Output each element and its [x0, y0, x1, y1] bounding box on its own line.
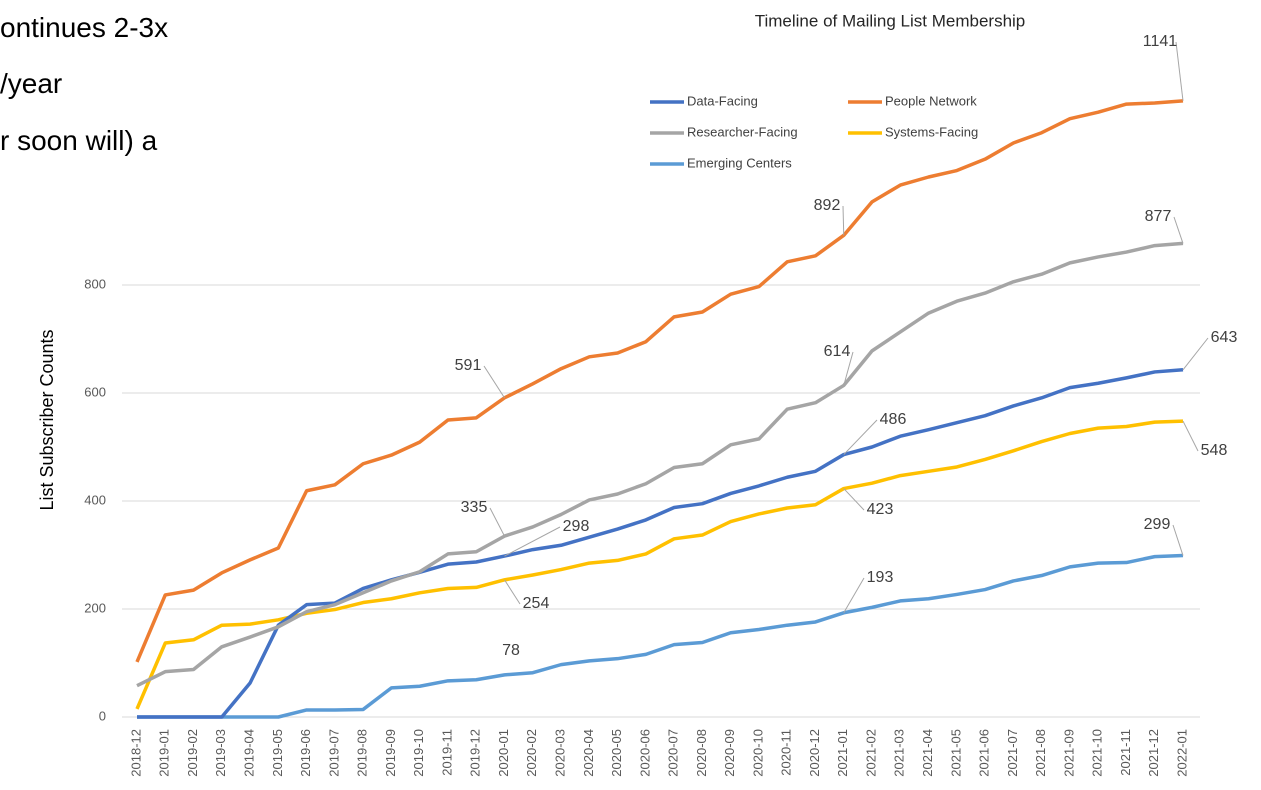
x-tick-label: 2021-11	[1118, 729, 1133, 776]
x-tick-label: 2021-02	[863, 729, 878, 777]
data-label: 423	[867, 501, 894, 518]
x-tick-label: 2021-04	[920, 729, 935, 777]
x-tick-label: 2021-06	[977, 729, 992, 777]
x-tick-label: 2020-02	[524, 729, 539, 777]
leader-line	[843, 419, 878, 455]
legend-label: Emerging Centers	[687, 155, 792, 170]
x-tick-label: 2019-12	[468, 729, 483, 777]
x-tick-label: 2019-03	[213, 729, 228, 777]
series-line	[137, 553, 1184, 719]
slide-text: ontinues 2-3x	[0, 12, 168, 43]
x-tick-label: 2019-10	[411, 729, 426, 777]
x-tick-label: 2021-12	[1146, 729, 1161, 777]
data-label: 254	[523, 595, 550, 612]
slide-text: /year	[0, 68, 62, 99]
leader-line	[843, 351, 854, 386]
x-tick-label: 2021-01	[835, 729, 850, 777]
x-tick-label: 2020-06	[637, 729, 652, 777]
leader-line	[843, 488, 865, 511]
x-tick-label: 2021-10	[1090, 729, 1105, 777]
x-tick-label: 2020-07	[666, 729, 681, 777]
x-tick-label: 2020-08	[694, 729, 709, 777]
x-tick-label: 2019-08	[355, 729, 370, 777]
leader-line	[1182, 420, 1199, 452]
x-tick-label: 2019-09	[383, 729, 398, 777]
leader-line	[1173, 216, 1184, 244]
x-tick-label: 2021-07	[1005, 729, 1020, 777]
x-tick-label: 2018-12	[128, 729, 143, 777]
data-label: 548	[1201, 442, 1228, 459]
leader-line	[483, 365, 505, 399]
data-label: 892	[814, 197, 841, 214]
data-label: 591	[455, 357, 482, 374]
y-tick-label: 200	[84, 600, 106, 615]
series-line	[136, 241, 1184, 688]
leader-line	[843, 577, 865, 614]
y-tick-label: 400	[84, 492, 106, 507]
leader-line	[489, 507, 505, 537]
slide-text: r soon will) a	[0, 125, 158, 156]
x-tick-label: 2020-01	[496, 729, 511, 777]
data-label: 643	[1211, 329, 1238, 346]
x-tick-label: 2019-05	[270, 729, 285, 777]
chart-title: Timeline of Mailing List Membership	[755, 11, 1026, 30]
x-tick-label: 2020-10	[750, 729, 765, 777]
x-tick-label: 2021-09	[1061, 729, 1076, 777]
leader-line	[842, 205, 845, 236]
data-label: 486	[880, 411, 907, 428]
x-tick-label: 2020-09	[722, 729, 737, 777]
series-line	[137, 368, 1184, 719]
leader-line	[1182, 337, 1209, 371]
y-tick-label: 600	[84, 384, 106, 399]
leader-line	[504, 579, 521, 605]
x-tick-label: 2020-03	[552, 729, 567, 777]
legend-label: Data-Facing	[687, 93, 758, 108]
data-label: 614	[824, 343, 851, 360]
x-tick-label: 2021-08	[1033, 729, 1048, 777]
data-label: 78	[502, 642, 520, 659]
x-tick-label: 2022-01	[1174, 729, 1189, 777]
series-line	[135, 419, 1184, 710]
x-tick-label: 2019-04	[242, 729, 257, 777]
y-axis-label: List Subscriber Counts	[37, 329, 57, 510]
x-tick-label: 2021-05	[948, 729, 963, 777]
data-label: 335	[461, 499, 488, 516]
y-tick-label: 0	[99, 708, 106, 723]
legend-label: Systems-Facing	[885, 124, 978, 139]
data-label: 1141	[1143, 33, 1178, 50]
leader-line	[1172, 524, 1184, 556]
x-tick-label: 2019-07	[326, 729, 341, 777]
x-tick-label: 2019-06	[298, 729, 313, 777]
leader-line	[504, 526, 561, 557]
x-tick-label: 2019-01	[157, 729, 172, 777]
data-label: 298	[563, 518, 590, 535]
data-label: 299	[1144, 516, 1171, 533]
x-tick-label: 2020-11	[779, 729, 794, 776]
leader-line	[1175, 41, 1184, 101]
x-tick-label: 2019-11	[439, 729, 454, 776]
x-tick-label: 2020-12	[807, 729, 822, 777]
series-line	[135, 99, 1184, 663]
x-tick-label: 2021-03	[892, 729, 907, 777]
x-tick-label: 2019-02	[185, 729, 200, 777]
data-label: 193	[867, 569, 894, 586]
y-tick-label: 800	[84, 276, 106, 291]
legend-label: People Network	[885, 93, 977, 108]
x-tick-label: 2020-05	[609, 729, 624, 777]
legend-label: Researcher-Facing	[687, 124, 798, 139]
data-label: 877	[1145, 208, 1172, 225]
x-tick-label: 2020-04	[581, 729, 596, 777]
